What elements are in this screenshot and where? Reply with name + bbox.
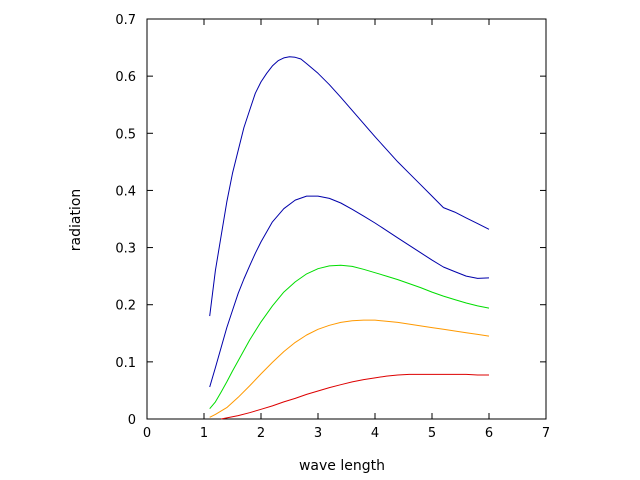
- series-layer: [209, 56, 490, 420]
- y-tick-label: 0.4: [115, 184, 136, 199]
- x-axis-title: wave length: [299, 458, 385, 474]
- y-tick-label: 0: [128, 413, 136, 428]
- x-tick-label: 7: [542, 426, 550, 441]
- x-tick-label: 3: [314, 426, 322, 441]
- series-line-5: [221, 373, 489, 420]
- series-line-4: [209, 319, 490, 418]
- x-tick-label: 4: [371, 426, 379, 441]
- x-tick-label: 5: [428, 426, 436, 441]
- y-tick-label: 0.6: [115, 70, 136, 85]
- y-tick-label: 0.1: [115, 356, 136, 371]
- series-line-2: [209, 195, 490, 388]
- x-tick-label: 1: [200, 426, 208, 441]
- y-tick-label: 0.7: [115, 13, 136, 28]
- x-tick-label: 0: [143, 426, 151, 441]
- x-axis: 0 1 2 3 4 5 6 7: [143, 19, 550, 441]
- x-tick-label: 2: [257, 426, 265, 441]
- plot-area-frame: [146, 18, 547, 420]
- y-axis: 0 0.1 0.2 0.3 0.4 0.5 0.6 0.7: [115, 13, 546, 428]
- series-line-1: [209, 56, 490, 317]
- series-line-3: [209, 264, 490, 410]
- y-tick-label: 0.3: [115, 242, 136, 257]
- x-tick-label: 6: [485, 426, 493, 441]
- y-axis-title: radiation: [68, 189, 84, 252]
- y-tick-label: 0.2: [115, 299, 136, 314]
- y-tick-label: 0.5: [115, 127, 136, 142]
